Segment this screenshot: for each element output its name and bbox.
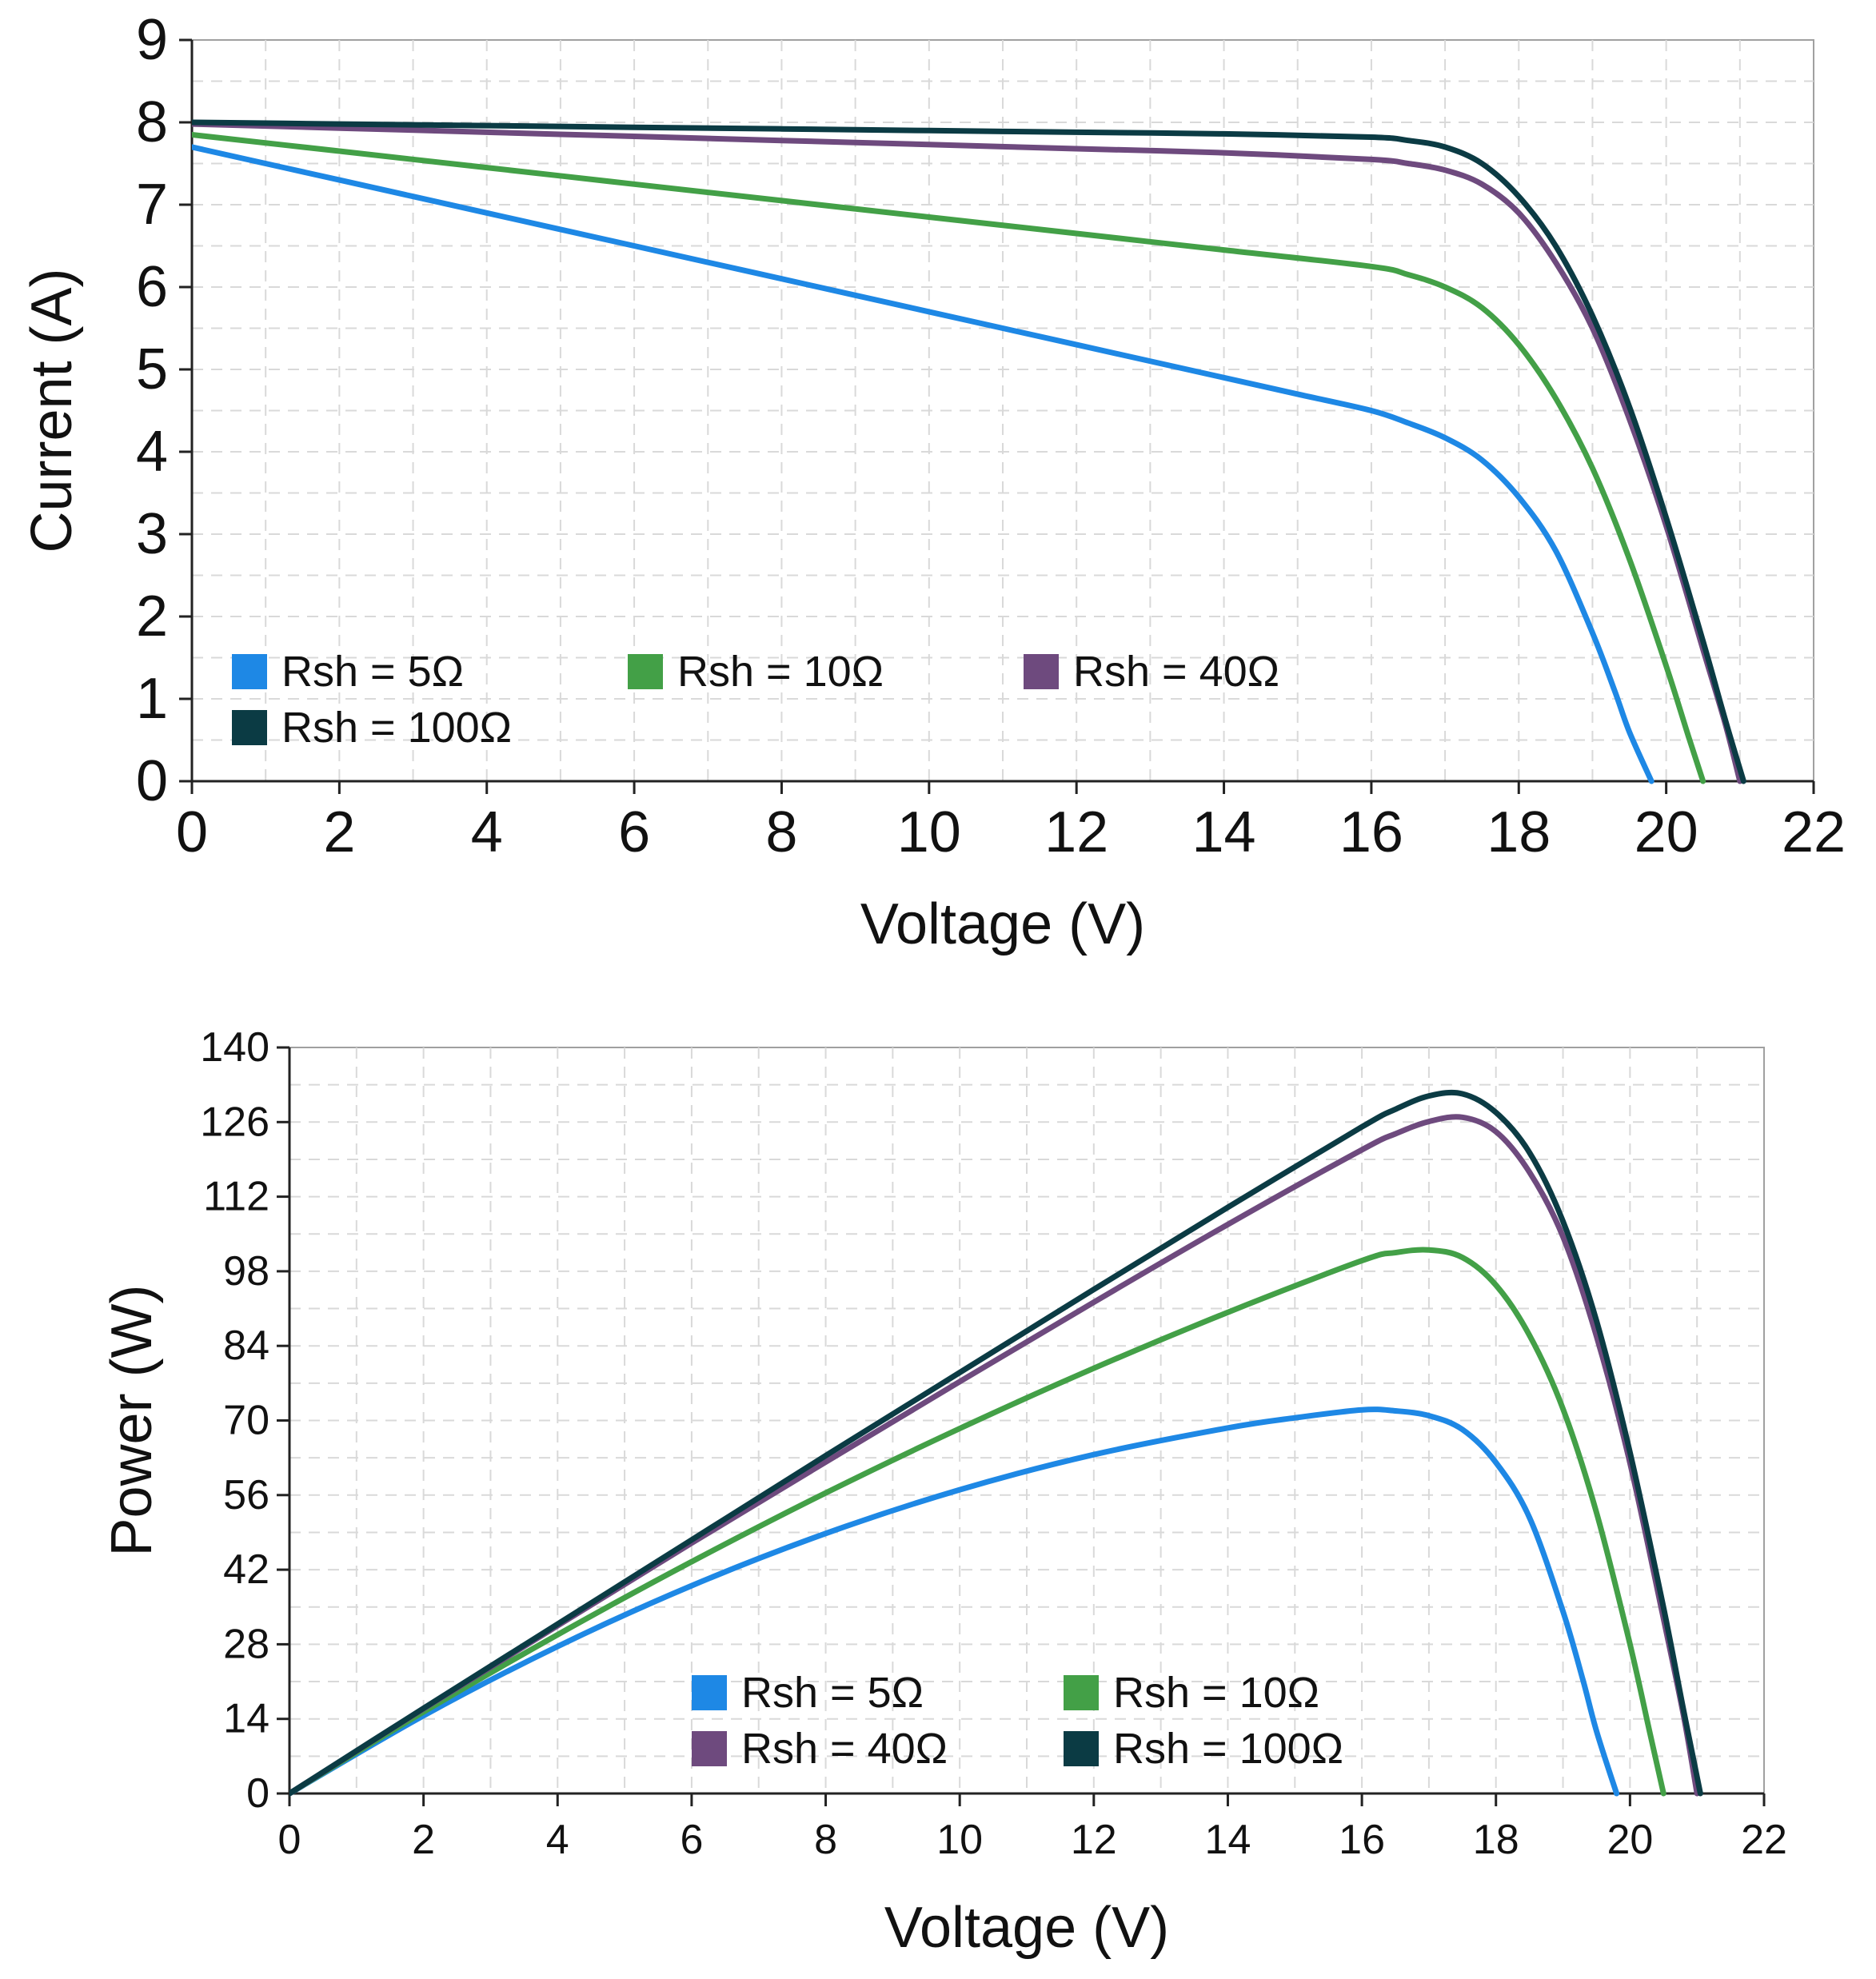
legend-swatch (1024, 654, 1059, 689)
y-tick-label: 2 (136, 585, 168, 648)
x-tick-label: 0 (176, 800, 208, 864)
y-tick-label: 126 (200, 1099, 269, 1145)
x-tick-label: 10 (936, 1817, 983, 1863)
series-line (192, 121, 1743, 784)
y-tick-label: 3 (136, 502, 168, 566)
legend-swatch (1064, 1675, 1099, 1710)
x-tick-label: 14 (1205, 1817, 1251, 1863)
legend-swatch (232, 710, 267, 745)
power-voltage-chart: 0 2 4 6 8 10 12 14 16 18 20 22 0 14 28 42 56 70 84 98 112 126… (100, 1024, 1787, 1960)
legend-label: Rsh = 100Ω (1113, 1725, 1343, 1773)
grid (289, 1047, 1764, 1793)
y-tick-label: 42 (223, 1546, 269, 1593)
x-tick-label: 6 (618, 800, 650, 864)
series-line (289, 1089, 1703, 1797)
y-tick-label: 1 (136, 667, 168, 731)
legend-label: Rsh = 10Ω (677, 648, 884, 696)
x-tick-label: 16 (1339, 1817, 1385, 1863)
series-lines (289, 1089, 1703, 1797)
legend: Rsh = 5Ω Rsh = 10Ω Rsh = 40Ω Rsh = 100Ω (232, 648, 1279, 752)
x-tick-label: 8 (814, 1817, 837, 1863)
legend-label: Rsh = 5Ω (741, 1669, 924, 1717)
legend: Rsh = 5Ω Rsh = 10Ω Rsh = 40Ω Rsh = 100Ω (692, 1669, 1343, 1773)
legend-label: Rsh = 100Ω (281, 704, 512, 752)
x-tick-label: 4 (471, 800, 503, 864)
y-tick-label: 6 (136, 255, 168, 319)
x-tick-label: 22 (1741, 1817, 1787, 1863)
y-axis-label: Power (W) (100, 1285, 164, 1557)
y-tick-label: 9 (136, 8, 168, 72)
y-axis-label: Current (A) (20, 268, 84, 553)
legend-swatch (692, 1675, 727, 1710)
x-tick-label: 20 (1607, 1817, 1653, 1863)
x-tick-label: 12 (1044, 800, 1108, 864)
x-tick-label: 20 (1635, 800, 1698, 864)
series-line (192, 144, 1654, 784)
y-tick-label: 56 (223, 1472, 269, 1518)
y-tick-label: 8 (136, 90, 168, 154)
y-tick-label: 84 (223, 1323, 269, 1369)
series-line (289, 1247, 1666, 1797)
y-tick-label: 4 (136, 420, 168, 484)
x-axis-label: Voltage (V) (884, 1896, 1169, 1960)
x-tick-label: 6 (680, 1817, 703, 1863)
x-tick-label: 16 (1339, 800, 1403, 864)
x-tick-label: 8 (765, 800, 797, 864)
x-tick-label: 2 (323, 800, 355, 864)
y-tick-label: 0 (136, 749, 168, 813)
y-tick-label: 140 (200, 1024, 269, 1071)
y-tick-label: 7 (136, 173, 168, 237)
series-line (192, 119, 1746, 784)
series-lines (192, 119, 1746, 784)
x-tick-label: 4 (546, 1817, 569, 1863)
y-tick-label: 70 (223, 1398, 269, 1444)
legend-label: Rsh = 5Ω (281, 648, 464, 696)
legend-label: Rsh = 10Ω (1113, 1669, 1319, 1717)
x-tick-label: 2 (412, 1817, 435, 1863)
x-tick-label: 14 (1191, 800, 1255, 864)
legend-swatch (692, 1731, 727, 1766)
legend-swatch (1064, 1731, 1099, 1766)
x-tick-label: 18 (1487, 800, 1551, 864)
x-axis-label: Voltage (V) (860, 892, 1145, 956)
legend-swatch (232, 654, 267, 689)
legend-label: Rsh = 40Ω (1073, 648, 1279, 696)
y-tick-label: 112 (203, 1174, 269, 1220)
x-tick-label: 10 (897, 800, 961, 864)
x-tick-label: 18 (1473, 1817, 1519, 1863)
y-tick-label: 14 (223, 1696, 269, 1742)
x-tick-label: 22 (1782, 800, 1846, 864)
series-line (289, 1406, 1620, 1797)
legend-label: Rsh = 40Ω (741, 1725, 948, 1773)
series-line (192, 132, 1706, 784)
x-tick-label: 0 (278, 1817, 301, 1863)
x-tick-label: 12 (1071, 1817, 1117, 1863)
legend-swatch (628, 654, 663, 689)
y-tick-label: 98 (223, 1248, 269, 1295)
y-tick-label: 5 (136, 337, 168, 401)
y-tick-label: 0 (246, 1770, 269, 1817)
y-tick-label: 28 (223, 1621, 269, 1667)
